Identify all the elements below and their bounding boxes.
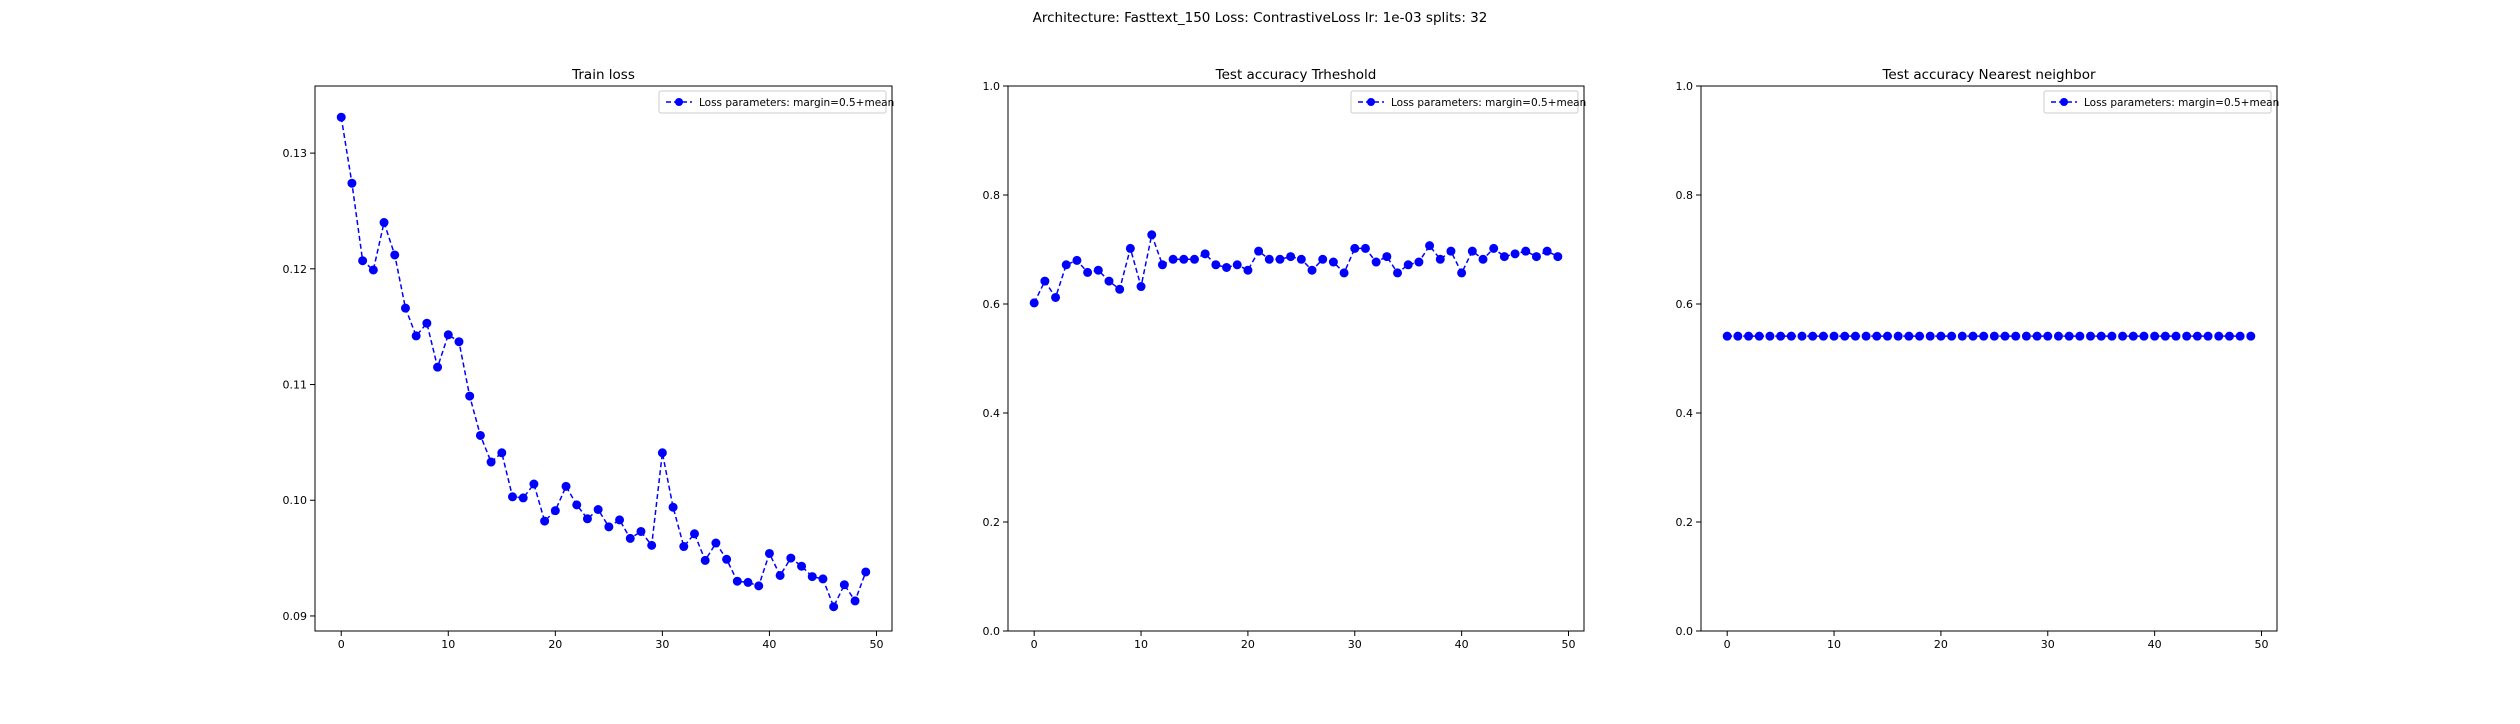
- data-point: [572, 500, 582, 510]
- data-point: [647, 540, 657, 550]
- data-point: [475, 430, 485, 440]
- data-point: [443, 330, 453, 340]
- data-point: [839, 580, 849, 590]
- data-point: [807, 572, 817, 582]
- legend-label: Loss parameters: margin=0.5+mean: [699, 97, 894, 109]
- data-point: [465, 391, 475, 401]
- data-point: [829, 602, 839, 612]
- axes-frame: [314, 85, 893, 632]
- data-point: [797, 561, 807, 571]
- data-point: [422, 318, 432, 328]
- data-point: [775, 570, 785, 580]
- data-point: [433, 362, 443, 372]
- data-point: [518, 493, 528, 503]
- data-point: [540, 516, 550, 526]
- data-point: [657, 448, 667, 458]
- data-point: [786, 553, 796, 563]
- data-point: [764, 548, 774, 558]
- data-point: [861, 567, 871, 577]
- data-point: [711, 538, 721, 548]
- data-point: [668, 502, 678, 512]
- data-point: [358, 256, 368, 266]
- data-point: [615, 515, 625, 525]
- y-tick-label: 0.12: [283, 263, 308, 276]
- data-point: [582, 514, 592, 524]
- series-line: [340, 117, 867, 609]
- data-point: [368, 265, 378, 275]
- data-point: [550, 506, 560, 516]
- data-point: [689, 529, 699, 539]
- data-point: [497, 448, 507, 458]
- data-point: [700, 555, 710, 565]
- figure-suptitle: Architecture: Fasttext_150 Loss: Contras…: [1032, 10, 1488, 26]
- data-point: [411, 331, 421, 341]
- data-point: [336, 112, 346, 122]
- x-tick-label: 50: [869, 638, 883, 651]
- data-point: [529, 479, 539, 489]
- data-point: [636, 526, 646, 536]
- data-point: [390, 250, 400, 260]
- data-point: [593, 505, 603, 515]
- x-tick-label: 10: [441, 638, 455, 651]
- x-tick-label: 30: [655, 638, 669, 651]
- data-point: [561, 481, 571, 491]
- data-point: [722, 554, 732, 564]
- x-tick-label: 20: [548, 638, 562, 651]
- data-point: [508, 492, 518, 502]
- data-point: [400, 303, 410, 313]
- data-point: [743, 577, 753, 587]
- data-point: [818, 574, 828, 584]
- data-point: [604, 522, 614, 532]
- y-tick-label: 0.13: [283, 147, 308, 160]
- data-point: [754, 581, 764, 591]
- data-point: [625, 533, 635, 543]
- data-point: [732, 576, 742, 586]
- data-point: [486, 457, 496, 467]
- legend-marker-swatch: [675, 98, 683, 106]
- y-tick-label: 0.11: [283, 379, 308, 392]
- y-tick-label: 0.10: [283, 494, 308, 507]
- x-tick-label: 40: [762, 638, 776, 651]
- legend-box: [658, 90, 887, 114]
- x-tick-label: 0: [338, 638, 345, 651]
- chart-title-train-loss: Train loss: [571, 67, 635, 83]
- data-point: [379, 218, 389, 228]
- data-point: [347, 178, 357, 188]
- data-point: [679, 542, 689, 552]
- data-point: [454, 337, 464, 347]
- y-tick-label: 0.09: [283, 610, 308, 623]
- data-point: [850, 596, 860, 606]
